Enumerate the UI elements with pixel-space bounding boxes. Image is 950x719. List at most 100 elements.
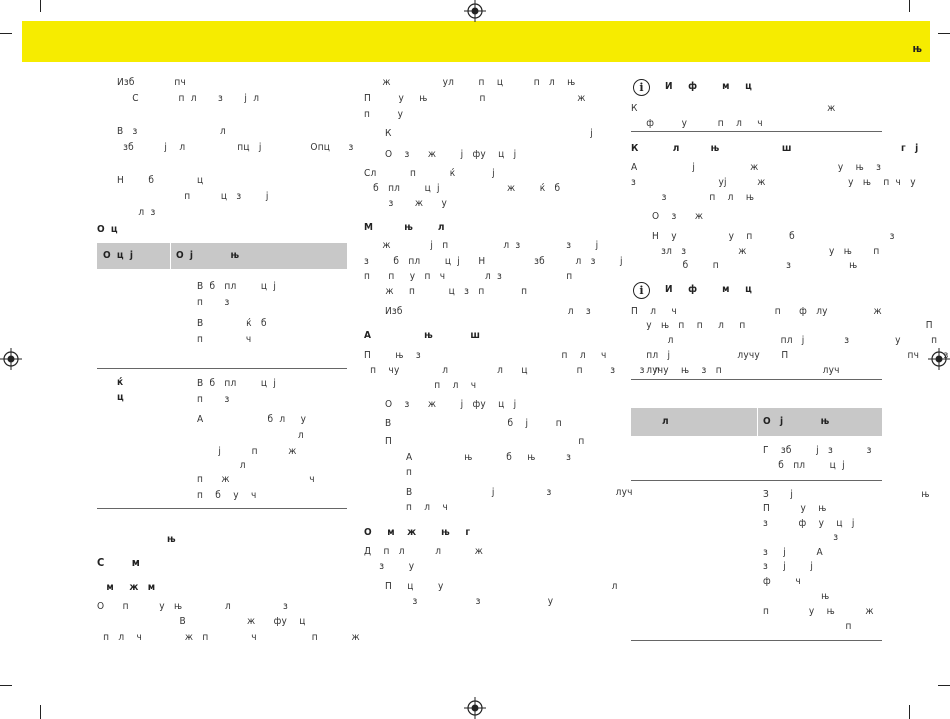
list-item: В б ј п [385, 418, 562, 429]
body-text: В ж фу ц [97, 616, 306, 627]
table-cell: њ [763, 591, 830, 602]
table-bottom-rule [631, 640, 882, 641]
info-icon: i [633, 282, 650, 299]
crop-mark [0, 685, 12, 686]
registration-mark-icon [464, 0, 486, 22]
body-text: зб ј л пц ј Опц з [117, 142, 354, 153]
body-text: п ц з ј [117, 191, 269, 202]
body-text: п п у п ч л з п [364, 271, 573, 282]
list-subitem: А њ б њ з [406, 452, 572, 463]
section-heading: О м ж њ г [364, 527, 471, 538]
body-text: Н б ц [117, 175, 204, 186]
body-text: Изб пч [117, 77, 186, 88]
body-text: Д п л л ж [364, 546, 484, 557]
table-header-cell: л [637, 416, 669, 427]
registration-mark-icon [928, 348, 950, 370]
table-cell: з ф у ц ј [763, 518, 855, 529]
table-cell: п з [197, 297, 230, 308]
body-text: ж ул п ц п л њ [364, 77, 576, 88]
list-item: П ц у л [385, 581, 618, 592]
body-text: з у [364, 561, 415, 572]
body-text: В з л [117, 126, 227, 137]
body-text: п л ч [364, 380, 477, 391]
info-text: пл ј лучу П пч з [631, 350, 949, 361]
table-cell: п ч [197, 334, 252, 345]
crop-mark [40, 0, 41, 12]
body-text: п л ч ж п ч п ж [97, 632, 360, 643]
body-text: б пл ц ј ж ќ б [364, 183, 561, 194]
table-cell: л [197, 460, 246, 471]
section-heading: К л њ ш г ј [631, 143, 919, 154]
body-text: П њ з п л ч [364, 350, 607, 361]
section-heading: м ж м [97, 582, 156, 593]
info-title: И ф м ц [665, 284, 752, 295]
list-item: К ј [385, 128, 593, 139]
table-cell: ј п ж [197, 446, 297, 457]
table-row-label: ќ [117, 377, 124, 388]
table-row-label: ц [117, 392, 124, 403]
info-text: лучу њ з п луч [631, 365, 840, 376]
table-cell: ф ч [763, 576, 801, 587]
section-heading: М њ л [364, 222, 445, 233]
info-text: ф у п л ч [631, 118, 763, 129]
table-header [631, 408, 882, 436]
list-item: О з ж ј фу ц ј [385, 399, 517, 410]
body-text: з п л њ [631, 192, 755, 203]
body-text: л з [117, 207, 156, 218]
list-subitem: В ј з луч [406, 487, 633, 498]
body-text: з б пл ц ј Н зб л з ј [364, 256, 623, 267]
table-row-divider [631, 480, 882, 481]
info-text: л пл ј з у п [631, 335, 938, 346]
crop-mark [938, 685, 950, 686]
list-item: з з у [385, 596, 554, 607]
body-text: А ј ж у њ з [631, 162, 882, 173]
crop-mark [909, 0, 910, 12]
crop-mark [909, 705, 910, 719]
table-cell: З ј њ [763, 489, 930, 500]
table-divider [170, 243, 171, 269]
body-text: з ж у [364, 198, 447, 209]
body-text: Сл п ќ ј [364, 168, 495, 179]
section-label: њ [912, 42, 922, 55]
registration-mark-icon [0, 348, 22, 370]
info-title: И ф м ц [665, 81, 752, 92]
table-header [97, 243, 347, 269]
body-text: п чу л л ц п з з л [364, 365, 660, 376]
table-header-cell: О ц ј [103, 250, 133, 261]
section-heading: њ [167, 534, 176, 545]
table-cell: з [763, 532, 839, 543]
list-item: О з ж ј фу ц ј [385, 149, 517, 160]
table-cell: п [763, 621, 852, 632]
list-item: б п з њ [652, 260, 858, 271]
table-divider [757, 408, 758, 436]
list-item: зл з ж у њ п [652, 246, 880, 257]
table-header-cell: О ј њ [763, 416, 830, 427]
section-heading: А њ ш [364, 330, 480, 341]
table-cell: п у њ ж [763, 606, 874, 617]
table-cell: Г зб ј з з [763, 445, 872, 456]
chapter-heading: С м [97, 556, 140, 569]
list-subitem: п [406, 467, 413, 478]
table-bottom-rule [97, 508, 347, 509]
list-item: Н у у п б з [652, 231, 895, 242]
table-cell: В б пл ц ј [197, 281, 277, 292]
table-cell: б пл ц ј [763, 460, 845, 471]
table-cell: П у њ [763, 503, 827, 514]
crop-mark [40, 705, 41, 719]
registration-mark-icon [464, 697, 486, 719]
table-cell: А б л у [197, 414, 307, 425]
table-cell: п ж ч [197, 474, 315, 485]
table-cell: л [197, 430, 304, 441]
list-item: П п [385, 436, 585, 447]
body-text: ж п ц з п п [364, 286, 528, 297]
table-cell: п б у ч [197, 490, 257, 501]
info-text: у њ п п л п П [631, 320, 933, 331]
info-icon: i [633, 79, 650, 96]
list-item: О з ж [652, 211, 704, 222]
table-cell: з ј ј [763, 561, 814, 572]
table-cell: В б пл ц ј [197, 378, 277, 389]
list-subitem: п л ч [406, 502, 449, 513]
table-cell: В ќ б [197, 318, 267, 329]
info-text: П л ч п ф лу ж [631, 306, 882, 317]
divider [631, 379, 882, 380]
